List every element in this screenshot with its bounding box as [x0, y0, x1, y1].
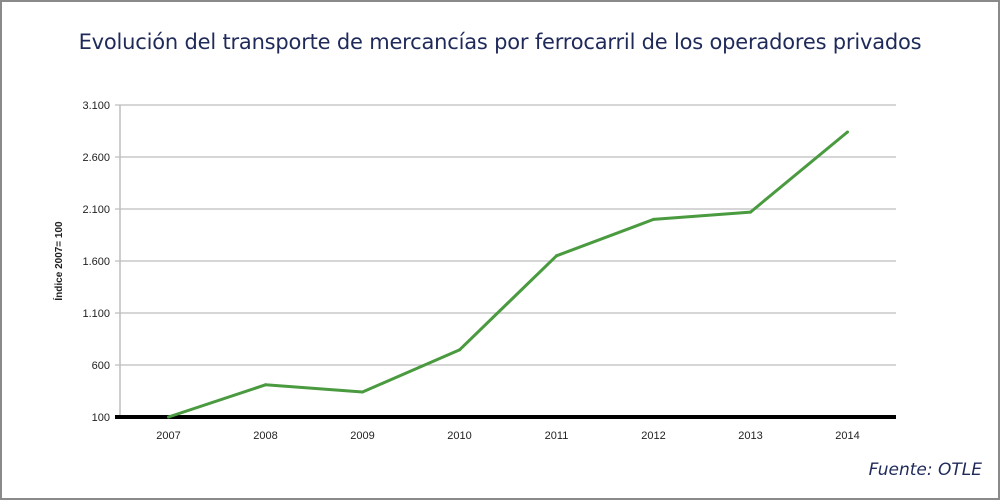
- chart-title: Evolución del transporte de mercancías p…: [78, 30, 922, 54]
- x-tick-label: 2012: [641, 430, 665, 442]
- x-tick-label: 2009: [350, 430, 374, 442]
- y-tick-label: 1.100: [82, 308, 110, 320]
- y-tick-label: 2.100: [82, 204, 110, 216]
- y-tick-label: 600: [92, 360, 110, 372]
- gridlines: [115, 104, 896, 419]
- data-point-2007: [167, 415, 170, 419]
- x-tick-label: 2010: [447, 430, 471, 442]
- y-axis-label: Índice 2007= 100: [52, 221, 65, 301]
- y-tick-label: 1.600: [82, 256, 110, 268]
- x-tick-label: 2008: [253, 430, 277, 442]
- x-tick-label: 2007: [156, 430, 180, 442]
- x-tick-label: 2014: [835, 430, 859, 442]
- data-point-2008: [264, 383, 267, 387]
- x-tick-label: 2011: [545, 430, 569, 442]
- y-tick-label: 100: [92, 412, 110, 424]
- data-point-2011: [555, 254, 558, 258]
- data-point-2010: [458, 348, 461, 352]
- series-line: [168, 130, 849, 419]
- series-group: [167, 130, 849, 419]
- x-tick-labels: 2007 2008 2009 2010 2011 2012 2013 2014: [156, 430, 859, 442]
- y-tick-label: 2.600: [82, 152, 110, 164]
- data-point-2012: [652, 217, 655, 221]
- y-tick-labels: 100 600 1.100 1.600 2.100 2.600 3.100: [82, 100, 110, 424]
- source-note: Fuente: OTLE: [868, 460, 982, 480]
- y-tick-label: 3.100: [82, 100, 110, 112]
- data-point-2013: [749, 210, 752, 214]
- x-tick-label: 2013: [738, 430, 762, 442]
- data-point-2014: [846, 130, 849, 134]
- data-point-2009: [361, 390, 364, 394]
